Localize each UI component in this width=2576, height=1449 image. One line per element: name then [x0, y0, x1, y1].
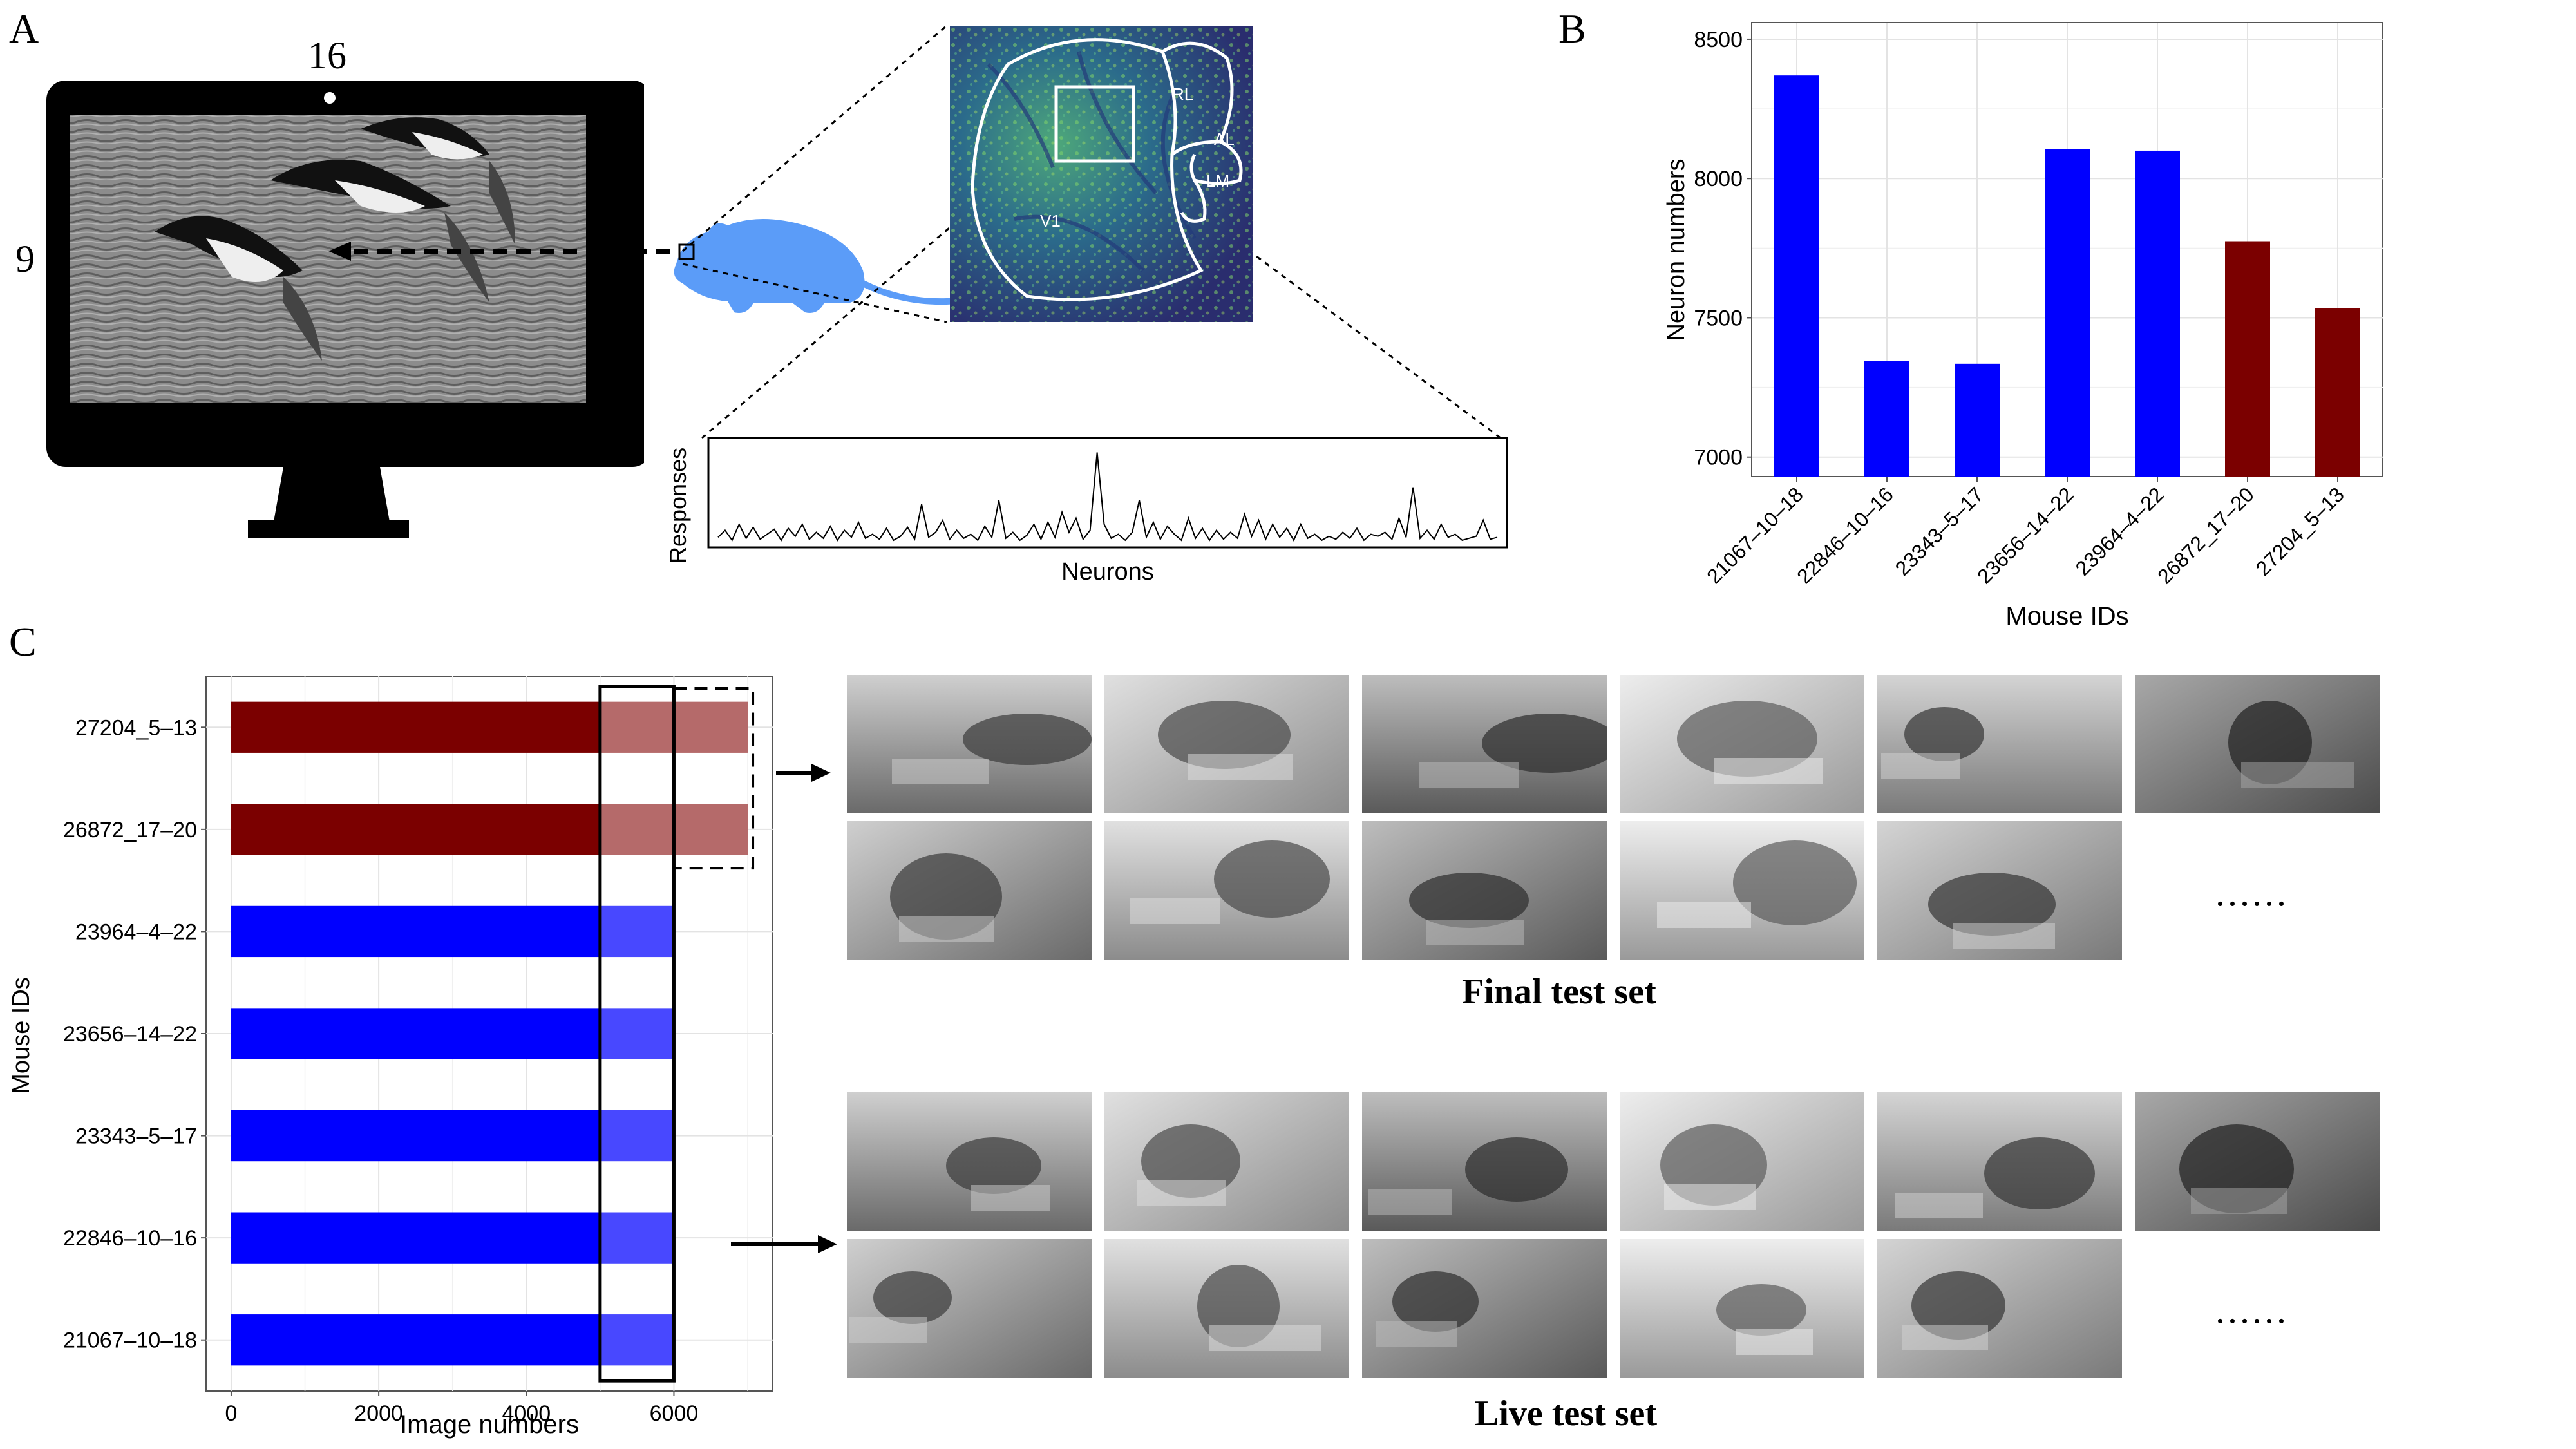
response-plot-xlabel: Neurons — [1061, 558, 1154, 585]
thumbnail-image — [1877, 1092, 2122, 1231]
final-set-ellipsis: ...... — [2215, 871, 2289, 914]
thumbnail-image — [1104, 821, 1349, 960]
y-tick-label: 26872_17–20 — [63, 818, 197, 842]
test-bar — [600, 905, 674, 958]
x-tick-label: 27204_5–13 — [2251, 482, 2349, 580]
thumbnail-image — [1620, 1092, 1864, 1231]
train-bar — [231, 1212, 600, 1264]
image-numbers-bar-chart: 27204_5–13 26872_17–20 23964–4–22 23656–14–… — [8, 676, 773, 1439]
y-tick-label: 21067–10–18 — [63, 1329, 197, 1353]
brain-imaging-panel: RL AL LM V1 — [950, 26, 1253, 322]
bar — [1864, 361, 1909, 477]
y-tick-label: 7000 — [1694, 446, 1743, 470]
thumbnail-image — [1362, 1092, 1607, 1231]
train-bar — [231, 701, 600, 753]
monitor-height-label: 9 — [15, 238, 35, 280]
monitor-illustration — [46, 80, 644, 538]
panel-label-c: C — [9, 619, 37, 665]
thumbnail-image — [1362, 821, 1607, 960]
thumbnail-image — [847, 1092, 1092, 1231]
x-tick-label: 22846–10–16 — [1792, 482, 1898, 588]
brain-area-lm: LM — [1206, 171, 1229, 191]
final-test-set-caption: Final test set — [1462, 972, 1656, 1012]
bird-shape — [361, 117, 515, 245]
response-plot-frame — [707, 437, 1508, 549]
thumbnail-image — [1620, 821, 1864, 960]
thumbnail-image — [847, 1239, 1092, 1378]
bar — [1955, 363, 2000, 477]
monitor-width-label: 16 — [308, 34, 346, 77]
chart-c-xlabel: Image numbers — [400, 1410, 579, 1439]
panel-label-b: B — [1558, 6, 1586, 52]
thumbnail-image — [1877, 821, 2122, 960]
test-bar — [600, 1314, 674, 1366]
bar — [2225, 241, 2270, 477]
thumbnail-image — [1104, 675, 1349, 813]
x-tick-label: 26872_17–20 — [2153, 482, 2259, 588]
live-test-set-caption: Live test set — [1475, 1394, 1658, 1434]
x-tick-label: 23343–5–17 — [1891, 482, 1988, 580]
thumbnail-image — [1362, 1239, 1607, 1378]
train-bar — [231, 1314, 600, 1366]
y-tick-label: 22846–10–16 — [63, 1226, 197, 1251]
chart-c-ylabel: Mouse IDs — [8, 977, 35, 1094]
brain-area-al: AL — [1214, 129, 1235, 149]
y-tick-label: 8000 — [1694, 167, 1743, 191]
train-bar — [231, 1110, 600, 1162]
gaze-arrow — [328, 242, 670, 261]
x-tick-label: 4000 — [502, 1401, 551, 1426]
chart-b-xlabel: Mouse IDs — [2005, 602, 2128, 630]
x-tick-label: 23656–14–22 — [1973, 482, 2078, 588]
y-tick-label: 23964–4–22 — [75, 920, 197, 944]
y-tick-label: 23343–5–17 — [75, 1124, 197, 1149]
final-test-region-box — [672, 687, 755, 870]
bar — [2135, 150, 2180, 477]
response-trace-plot: Responses Neurons — [665, 437, 1508, 585]
thumbnail-image — [1620, 675, 1864, 813]
x-tick-label: 6000 — [650, 1401, 699, 1426]
y-tick-label: 8500 — [1694, 28, 1743, 52]
thumbnail-image — [2135, 1092, 2380, 1231]
response-trace-line — [717, 452, 1498, 542]
live-set-ellipsis: ...... — [2215, 1289, 2289, 1331]
x-tick-label: 0 — [225, 1401, 237, 1426]
thumbnail-image — [847, 821, 1092, 960]
test-bar — [600, 1212, 674, 1264]
train-bar — [231, 804, 600, 855]
live-test-region-box — [598, 685, 676, 1383]
brain-area-v1: V1 — [1040, 211, 1061, 231]
x-tick-label: 23964–4–22 — [2071, 482, 2168, 580]
train-bar — [231, 1008, 600, 1059]
panel-label-a: A — [9, 6, 39, 52]
bar — [2045, 149, 2090, 477]
thumbnail-image — [1104, 1239, 1349, 1378]
thumbnail-image — [1877, 1239, 2122, 1378]
thumbnail-image — [1877, 675, 2122, 813]
live-set-arrow — [731, 1235, 837, 1253]
x-tick-label: 21067–10–18 — [1702, 482, 1808, 588]
y-tick-label: 23656–14–22 — [63, 1022, 197, 1046]
final-set-arrow — [776, 764, 831, 782]
thumbnail-image — [847, 675, 1092, 813]
thumbnail-image — [1620, 1239, 1864, 1378]
chart-b-ylabel: Neuron numbers — [1663, 158, 1690, 341]
y-tick-label: 27204_5–13 — [75, 715, 197, 740]
test-bar — [600, 1008, 674, 1059]
bird-shape — [155, 216, 322, 361]
test-bar — [600, 1110, 673, 1162]
train-bar — [231, 905, 600, 958]
thumbnail-image — [1104, 1092, 1349, 1231]
y-tick-label: 7500 — [1694, 306, 1743, 330]
bar — [1774, 75, 1819, 477]
brain-area-rl: RL — [1172, 84, 1193, 104]
thumbnail-image — [2135, 675, 2380, 813]
response-plot-ylabel: Responses — [665, 448, 691, 564]
bar — [2315, 308, 2360, 477]
bird-shape — [270, 160, 489, 303]
thumbnail-image — [1362, 675, 1607, 813]
x-tick-label: 2000 — [354, 1401, 403, 1426]
